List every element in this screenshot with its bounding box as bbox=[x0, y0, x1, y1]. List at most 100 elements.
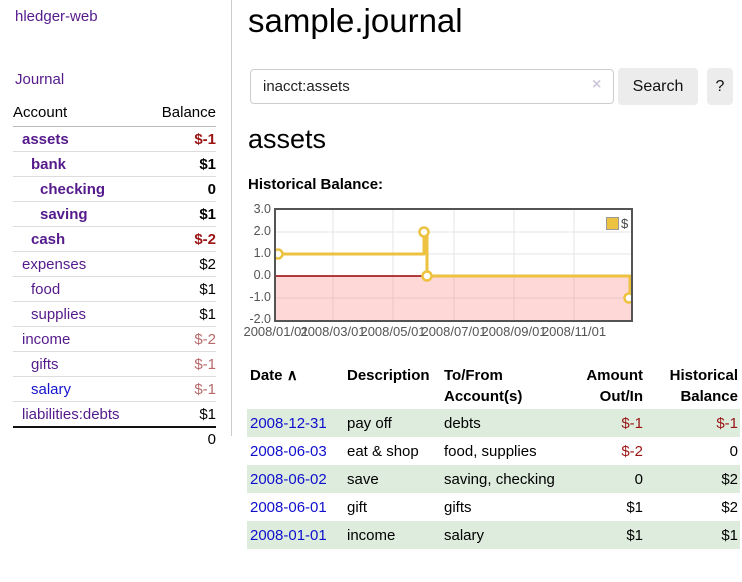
transaction-date-link[interactable]: 2008-01-01 bbox=[250, 527, 327, 544]
accounts-header-balance: Balance bbox=[147, 101, 216, 127]
register-row[interactable]: 2008-01-01 income salary $1 $1 bbox=[247, 521, 740, 549]
data-point-marker bbox=[421, 270, 433, 282]
transaction-account: debts bbox=[444, 415, 481, 432]
transaction-balance: 0 bbox=[729, 443, 738, 460]
account-link-food[interactable]: food bbox=[31, 281, 61, 298]
register-header-balance: Historical Balance bbox=[669, 367, 738, 405]
y-axis-tick: 0.0 bbox=[253, 268, 271, 282]
account-link-cash[interactable]: cash bbox=[31, 231, 66, 248]
legend-swatch bbox=[606, 217, 619, 230]
x-axis-tick: 2008/09/01 bbox=[481, 324, 547, 339]
search-input[interactable] bbox=[250, 69, 614, 104]
account-balance: $1 bbox=[147, 401, 216, 427]
transaction-balance: $2 bbox=[721, 471, 738, 488]
transaction-amount: $1 bbox=[626, 527, 643, 544]
sidebar-divider bbox=[231, 0, 232, 436]
sidebar-item-journal[interactable]: Journal bbox=[15, 71, 65, 88]
transaction-date-link[interactable]: 2008-06-02 bbox=[250, 471, 327, 488]
transaction-balance: $2 bbox=[721, 499, 738, 516]
transaction-amount: $1 bbox=[626, 499, 643, 516]
transaction-amount: 0 bbox=[634, 471, 643, 488]
chart-legend: $ bbox=[606, 216, 628, 231]
account-row: expenses $2 bbox=[13, 251, 216, 277]
account-balance: $2 bbox=[147, 251, 216, 277]
accounts-table: Account Balance assets $-1 bank $1 check… bbox=[13, 101, 216, 451]
x-axis-tick: 2008/11/01 bbox=[541, 324, 607, 339]
register-row[interactable]: 2008-12-31 pay off debts $-1 $-1 bbox=[247, 409, 740, 437]
chart-plot-area bbox=[272, 208, 635, 322]
register-header-description: Description bbox=[347, 367, 430, 384]
clear-search-icon[interactable]: × bbox=[592, 76, 602, 93]
transaction-date-link[interactable]: 2008-06-01 bbox=[250, 499, 327, 516]
data-point-marker bbox=[623, 292, 635, 304]
account-row: salary $-1 bbox=[13, 376, 216, 402]
transaction-description: gift bbox=[347, 499, 368, 516]
page-title: sample.journal bbox=[248, 2, 463, 39]
accounts-total-value: 0 bbox=[13, 426, 216, 451]
data-point-marker bbox=[272, 248, 284, 260]
transaction-description: income bbox=[347, 527, 396, 544]
account-balance: $1 bbox=[147, 301, 216, 327]
transaction-date-link[interactable]: 2008-12-31 bbox=[250, 415, 327, 432]
accounts-total-row: 0 bbox=[13, 426, 216, 451]
account-link-saving[interactable]: saving bbox=[40, 206, 88, 223]
transaction-account: saving, checking bbox=[444, 471, 555, 488]
account-row: checking 0 bbox=[13, 176, 216, 202]
help-button[interactable]: ? bbox=[707, 68, 733, 105]
account-link-gifts[interactable]: gifts bbox=[31, 356, 59, 373]
register-row[interactable]: 2008-06-03 eat & shop food, supplies $-2… bbox=[247, 437, 740, 465]
register-header-date[interactable]: Date ∧ bbox=[247, 363, 347, 409]
register-header-account: To/From Account(s) bbox=[444, 367, 523, 405]
y-axis-tick: 2.0 bbox=[253, 224, 271, 238]
account-link-salary[interactable]: salary bbox=[31, 381, 72, 398]
account-row: assets $-1 bbox=[13, 126, 216, 152]
sort-ascending-icon: ∧ bbox=[286, 367, 298, 384]
account-balance: 0 bbox=[147, 176, 216, 202]
account-link-liabilities-debts[interactable]: liabilities:debts bbox=[22, 406, 120, 423]
legend-label: $ bbox=[621, 216, 629, 231]
search-button[interactable]: Search bbox=[618, 68, 698, 105]
account-balance: $-1 bbox=[147, 126, 216, 152]
transaction-balance: $-1 bbox=[716, 415, 738, 432]
transaction-description: pay off bbox=[347, 415, 392, 432]
transaction-date-link[interactable]: 2008-06-03 bbox=[250, 443, 327, 460]
chart-title: Historical Balance: bbox=[248, 176, 384, 193]
register-row[interactable]: 2008-06-01 gift gifts $1 $2 bbox=[247, 493, 740, 521]
account-link-income[interactable]: income bbox=[22, 331, 71, 348]
transaction-balance: $1 bbox=[721, 527, 738, 544]
account-balance: $-2 bbox=[147, 226, 216, 252]
transaction-account: food, supplies bbox=[444, 443, 537, 460]
account-row: liabilities:debts $1 bbox=[13, 401, 216, 427]
transaction-description: eat & shop bbox=[347, 443, 419, 460]
y-axis-tick: -1.0 bbox=[249, 290, 271, 304]
accounts-header-account: Account bbox=[13, 101, 148, 127]
transaction-account: gifts bbox=[444, 499, 472, 516]
account-balance: $1 bbox=[147, 201, 216, 227]
x-axis-tick: 2008/07/01 bbox=[421, 324, 487, 339]
account-row: bank $1 bbox=[13, 151, 216, 177]
transaction-description: save bbox=[347, 471, 379, 488]
account-link-checking[interactable]: checking bbox=[40, 181, 106, 198]
transaction-amount: $-1 bbox=[621, 415, 643, 432]
data-point-marker bbox=[418, 226, 430, 238]
account-link-supplies[interactable]: supplies bbox=[31, 306, 87, 323]
account-heading: assets bbox=[248, 124, 327, 154]
account-balance: $-2 bbox=[147, 326, 216, 352]
app-title-link[interactable]: hledger-web bbox=[15, 8, 98, 25]
register-header-amount: Amount Out/In bbox=[586, 367, 643, 405]
historical-balance-chart: 3.0 2.0 1.0 0.0 -1.0 -2.0 bbox=[243, 202, 742, 347]
transaction-amount: $-2 bbox=[621, 443, 643, 460]
account-balance: $-1 bbox=[147, 351, 216, 377]
x-axis-tick: 2008/03/01 bbox=[300, 324, 366, 339]
account-link-expenses[interactable]: expenses bbox=[22, 256, 87, 273]
y-axis-tick: -2.0 bbox=[249, 312, 271, 326]
account-balance: $1 bbox=[147, 151, 216, 177]
y-axis-tick: 1.0 bbox=[253, 246, 271, 260]
register-row[interactable]: 2008-06-02 save saving, checking 0 $2 bbox=[247, 465, 740, 493]
chart-canvas bbox=[272, 210, 635, 320]
account-row: supplies $1 bbox=[13, 301, 216, 327]
account-row: food $1 bbox=[13, 276, 216, 302]
transaction-account: salary bbox=[444, 527, 485, 544]
account-link-bank[interactable]: bank bbox=[31, 156, 67, 173]
account-link-assets[interactable]: assets bbox=[22, 131, 69, 148]
